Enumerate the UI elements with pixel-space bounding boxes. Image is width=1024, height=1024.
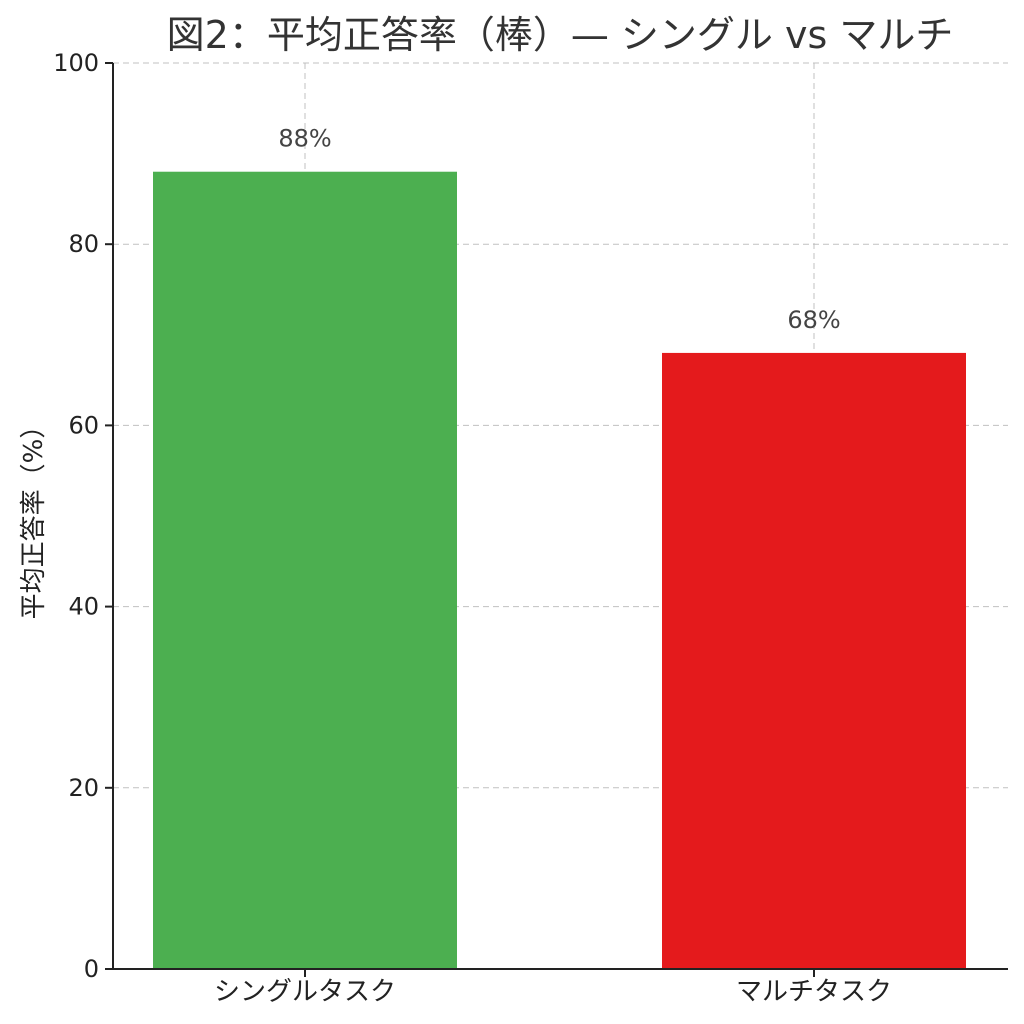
bar-0 [153,171,457,970]
y-tick-label-100: 100 [53,49,99,77]
bars-layer [153,171,966,970]
labels-layer: 0 20 40 60 80 100 88% シングルタスク 68% マルチタスク [53,49,892,1007]
ticks-layer [105,62,815,977]
bar-1 [662,352,966,969]
data-label-0: 88% [278,125,331,153]
x-tick-label-1: マルチタスク [736,977,892,1007]
y-tick-label-80: 80 [68,230,99,258]
chart-title: 図2：平均正答率（棒）— シングル vs マルチ [167,13,954,57]
y-axis-label: 平均正答率（%） [19,413,49,620]
data-label-1: 68% [787,306,840,334]
axes-layer [112,63,1008,970]
y-tick-label-0: 0 [84,955,99,983]
y-tick-label-40: 40 [68,593,99,621]
x-tick-label-0: シングルタスク [214,977,396,1007]
y-tick-label-60: 60 [68,411,99,439]
y-tick-label-20: 20 [68,774,99,802]
